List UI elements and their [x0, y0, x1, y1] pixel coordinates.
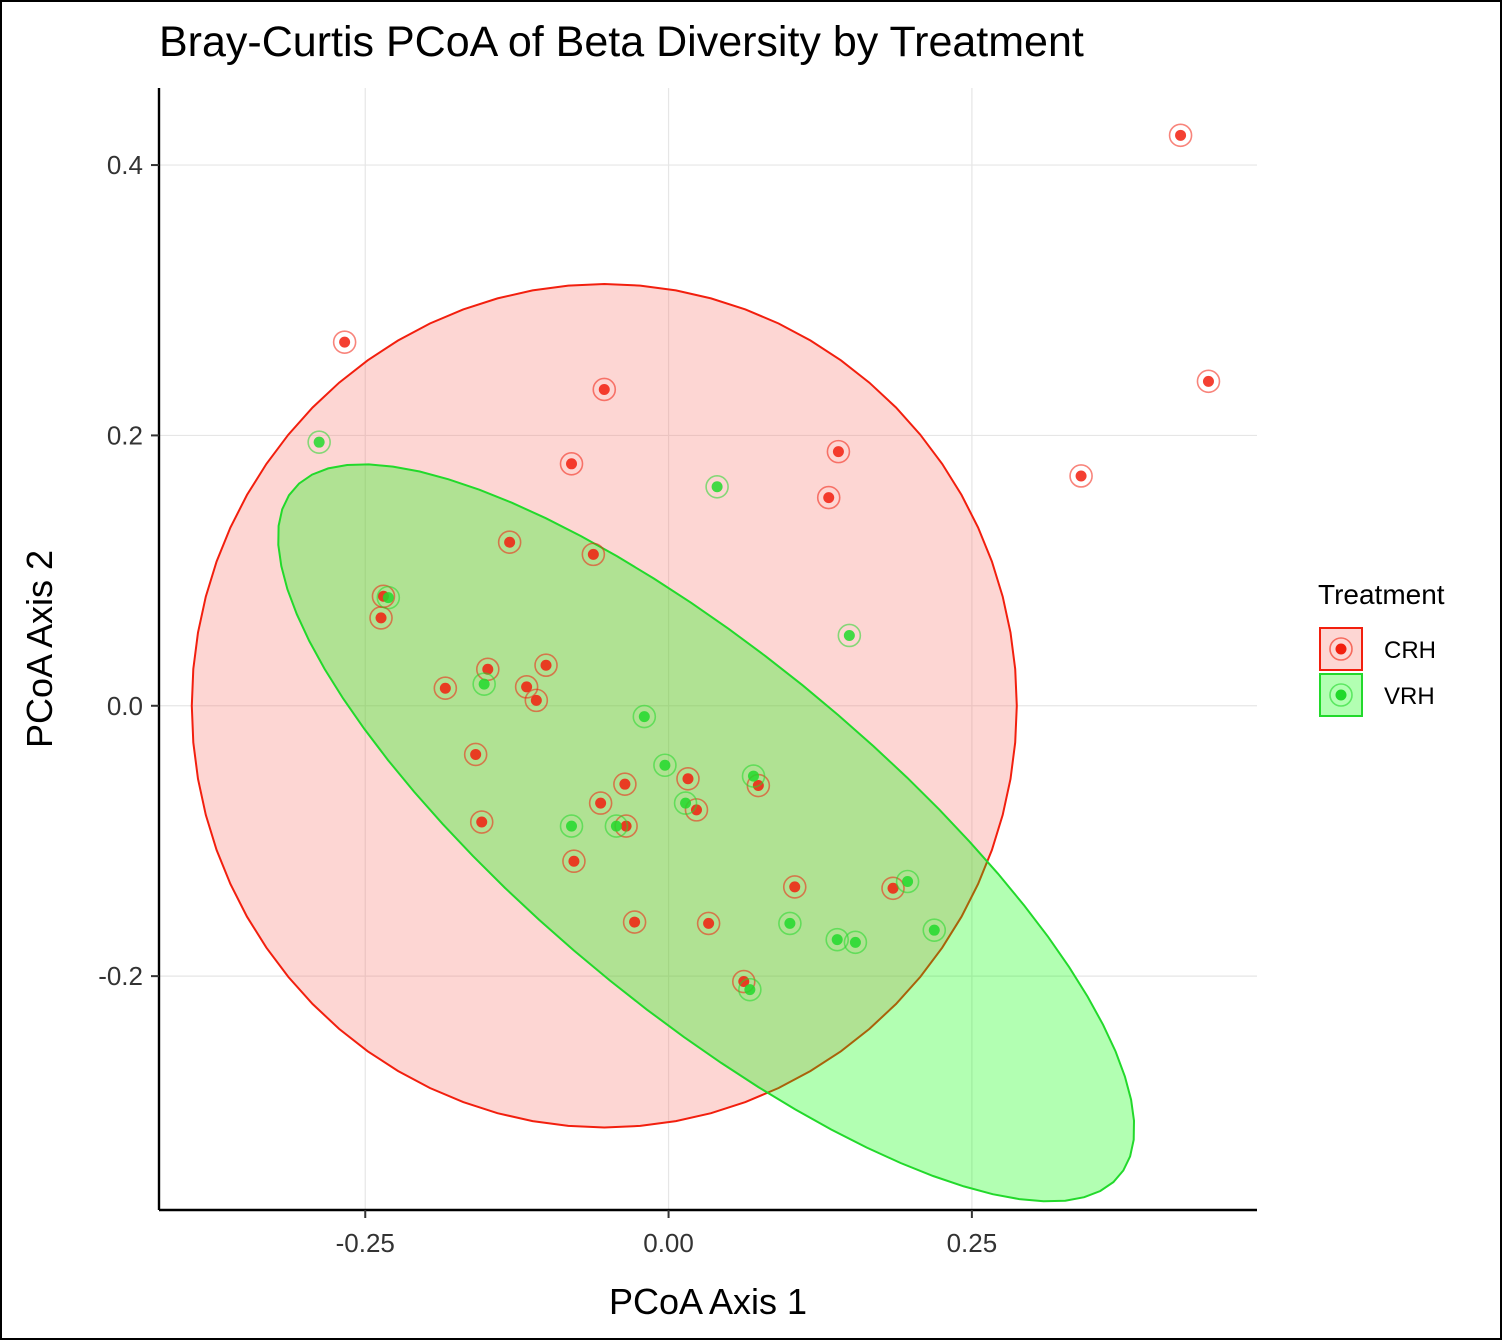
- point-crh: [592, 377, 617, 402]
- legend-key: [1319, 673, 1363, 717]
- point-vrh: [837, 623, 862, 648]
- legend-label: VRH: [1384, 683, 1435, 710]
- chart-title: Bray-Curtis PCoA of Beta Diversity by Tr…: [159, 18, 1084, 66]
- point-crh: [1196, 369, 1221, 394]
- point-crh: [562, 849, 586, 874]
- point-vrh: [741, 764, 766, 788]
- point-crh: [469, 810, 494, 834]
- ellipse-crh: [190, 282, 1018, 1129]
- point-vrh: [738, 977, 762, 1002]
- data-points: [307, 123, 1221, 1002]
- y-tick-label: -0.2: [98, 961, 143, 991]
- x-tick-label: 0.00: [643, 1228, 694, 1258]
- point-crh: [559, 452, 584, 476]
- point-vrh: [778, 911, 802, 936]
- point-crh: [433, 676, 458, 701]
- point-crh: [581, 542, 606, 567]
- x-tick-label: 0.25: [947, 1228, 998, 1258]
- point-crh: [613, 772, 637, 796]
- point-vrh: [559, 814, 584, 838]
- point-vrh: [307, 430, 331, 454]
- legend-label: CRH: [1384, 637, 1436, 664]
- confidence-ellipses: [190, 282, 1136, 1203]
- point-crh: [534, 653, 558, 678]
- point-vrh: [604, 814, 629, 838]
- point-crh: [782, 875, 807, 899]
- y-axis-title: PCoA Axis 2: [19, 550, 60, 748]
- y-tick-label: 0.4: [107, 150, 143, 180]
- y-tick-label: 0.0: [107, 691, 143, 721]
- point-vrh: [843, 930, 868, 955]
- x-axis-title: PCoA Axis 1: [609, 1281, 807, 1322]
- legend-item-vrh: VRH: [1319, 673, 1435, 717]
- y-tick-label: 0.2: [107, 420, 143, 450]
- legend-items: CRH VRH: [1319, 627, 1436, 717]
- point-crh: [463, 742, 488, 767]
- grid: [159, 88, 1257, 1210]
- point-crh: [826, 439, 851, 464]
- ellipse-vrh: [277, 463, 1136, 1203]
- point-crh: [696, 911, 721, 936]
- legend: Treatment CRH VRH: [1318, 579, 1445, 717]
- point-vrh: [922, 918, 947, 942]
- point-vrh: [632, 704, 657, 729]
- point-vrh: [895, 869, 920, 894]
- legend-key: [1319, 627, 1363, 671]
- point-crh: [1069, 464, 1093, 488]
- legend-title: Treatment: [1318, 579, 1445, 610]
- x-tick-label: -0.25: [336, 1228, 395, 1258]
- axis-ticks: -0.25 0.00 0.25 -0.2 0.0 0.2 0.4: [98, 150, 997, 1258]
- point-crh: [524, 688, 549, 713]
- legend-item-crh: CRH: [1319, 627, 1436, 671]
- point-crh: [588, 791, 613, 815]
- point-vrh: [673, 791, 698, 815]
- point-crh: [881, 876, 905, 901]
- point-crh: [497, 530, 522, 555]
- point-vrh: [705, 474, 729, 499]
- point-vrh: [653, 753, 677, 778]
- point-vrh: [472, 672, 496, 696]
- point-crh: [622, 910, 647, 934]
- point-vrh: [825, 927, 850, 952]
- point-crh: [332, 330, 357, 354]
- point-vrh: [376, 585, 401, 610]
- point-crh: [514, 675, 539, 699]
- point-crh: [816, 485, 841, 510]
- point-crh: [676, 766, 700, 791]
- point-crh: [1168, 123, 1193, 148]
